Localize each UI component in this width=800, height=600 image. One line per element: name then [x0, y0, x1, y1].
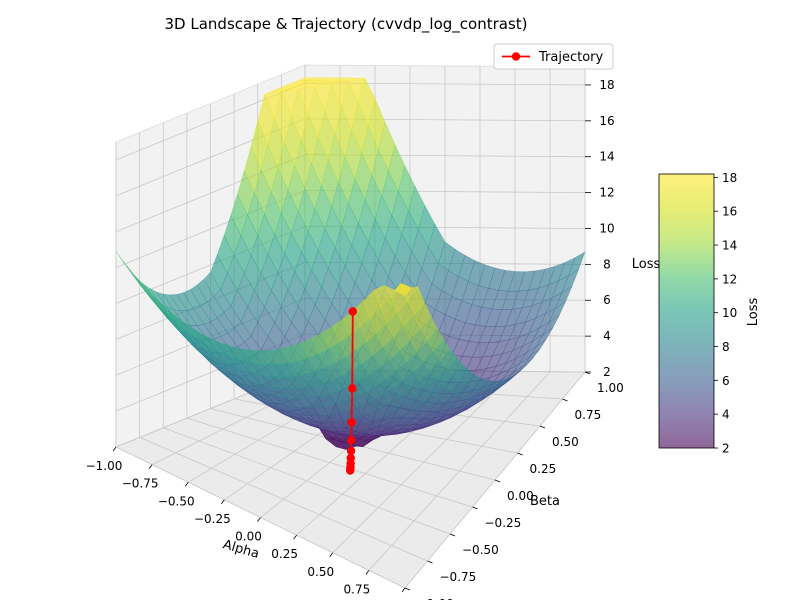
- colorbar-tick-label: 8: [722, 340, 730, 354]
- y-tick-label: 0.00: [507, 489, 534, 503]
- y-axis-label: Beta: [530, 494, 560, 509]
- y-tick-mark: [494, 479, 501, 483]
- y-tick-mark: [562, 398, 568, 402]
- x-tick-mark: [401, 587, 406, 593]
- x-tick-label: −1.00: [86, 459, 123, 473]
- trajectory-point: [347, 436, 356, 445]
- colorbar-ticks: 2 4 6 8 10 12 14 16 18: [714, 171, 737, 456]
- x-tick-mark: [184, 482, 189, 487]
- surface-patch: [394, 283, 412, 296]
- axis-ticks: −1.00 −0.75 −0.50 −0.25 0.00 0.25 0.50 0.75 1.00…: [86, 78, 624, 600]
- x-tick-mark: [365, 570, 370, 575]
- colorbar-label: Loss: [746, 298, 761, 327]
- x-tick-mark: [293, 534, 297, 540]
- y-tick-label: −1.00: [417, 597, 454, 600]
- x-tick-label: −0.50: [158, 494, 195, 508]
- x-tick-mark: [221, 499, 225, 505]
- colorbar-tick-label: 4: [722, 408, 730, 422]
- z-tick-label: 18: [599, 78, 614, 92]
- y-tick-label: 0.50: [552, 435, 579, 449]
- x-tick-label: −0.75: [122, 477, 159, 491]
- y-tick-mark: [472, 506, 478, 510]
- chart-title: 3D Landscape & Trajectory (cvvdp_log_con…: [165, 15, 528, 34]
- x-tick-mark: [148, 464, 153, 469]
- x-tick-mark: [257, 517, 261, 522]
- trajectory-point: [347, 384, 357, 393]
- grid-line: [186, 417, 473, 508]
- grid-line: [163, 427, 451, 535]
- y-tick-label: −0.50: [462, 543, 499, 557]
- y-tick-mark: [539, 425, 546, 429]
- colorbar-tick-label: 12: [722, 272, 737, 286]
- colorbar-gradient: [659, 174, 714, 448]
- x-tick-mark: [329, 552, 334, 557]
- legend: Trajectory: [493, 43, 614, 70]
- z-tick-label: 10: [599, 221, 614, 235]
- z-tick-label: 14: [599, 150, 614, 164]
- trajectory-point: [346, 446, 356, 456]
- y-tick-label: 0.25: [530, 462, 557, 476]
- trajectory-point: [348, 307, 357, 316]
- grid-line: [139, 437, 428, 562]
- z-tick-label: 4: [603, 329, 611, 343]
- x-tick-label: 0.25: [271, 547, 298, 561]
- z-tick-label: 2: [603, 365, 611, 379]
- y-tick-mark: [517, 452, 523, 456]
- z-axis-label: Loss: [632, 257, 661, 272]
- colorbar-tick-label: 14: [722, 239, 737, 253]
- colorbar-frame: [658, 173, 715, 449]
- colorbar-tick-label: 6: [722, 374, 730, 388]
- z-tick-label: 16: [599, 114, 614, 128]
- y-tick-mark: [404, 587, 411, 591]
- y-tick-mark: [449, 533, 456, 537]
- z-tick-label: 8: [603, 257, 611, 271]
- z-tick-label: 6: [603, 293, 611, 307]
- x-tick-label: −0.25: [194, 512, 231, 526]
- legend-frame: [493, 43, 614, 70]
- x-tick-label: 0.75: [344, 582, 371, 596]
- colorbar-tick-label: 18: [722, 171, 737, 185]
- trajectory-point: [345, 466, 355, 475]
- x-tick-label: 0.00: [235, 530, 262, 544]
- y-tick-mark: [427, 560, 433, 564]
- colorbar-tick-label: 16: [722, 205, 737, 219]
- colorbar-tick-label: 10: [722, 306, 737, 320]
- legend-label: Trajectory: [538, 50, 603, 65]
- trajectory-series: [345, 307, 357, 475]
- y-tick-label: 0.75: [575, 408, 602, 422]
- z-tick-label: 12: [599, 186, 614, 200]
- x-tick-label: 0.50: [307, 565, 334, 579]
- trajectory-point: [347, 418, 356, 427]
- colorbar-tick-label: 2: [722, 442, 730, 456]
- y-tick-label: 1.00: [597, 381, 624, 395]
- colorbar: 2 4 6 8 10 12 14 16 18 Loss: [658, 171, 761, 456]
- y-tick-label: −0.25: [485, 516, 522, 530]
- x-tick-mark: [112, 446, 117, 452]
- legend-marker: [511, 52, 521, 61]
- y-tick-label: −0.75: [440, 570, 477, 584]
